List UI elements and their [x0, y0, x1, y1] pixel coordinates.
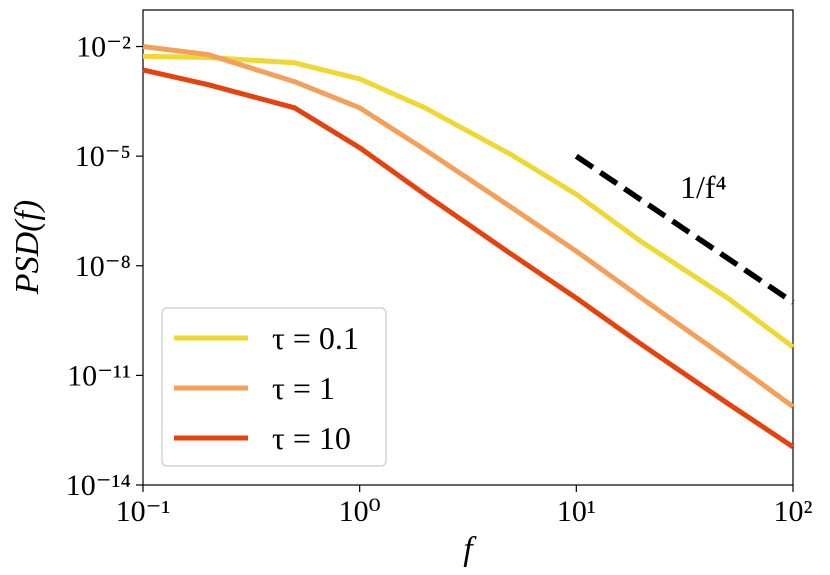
line — [142, 67, 795, 449]
x-tick-label: 10² — [774, 495, 813, 528]
legend-label: τ = 1 — [272, 370, 335, 406]
x-axis-label: f — [463, 531, 477, 568]
reference-line — [574, 153, 795, 305]
x-tick-label: 10⁻¹ — [116, 495, 171, 528]
y-tick-label: 10⁻⁵ — [75, 140, 131, 173]
legend-label: τ = 10 — [272, 420, 351, 456]
annotation: 1/f⁴ — [680, 169, 727, 205]
line — [142, 53, 795, 349]
y-tick-label: 10⁻¹¹ — [67, 359, 131, 392]
plot-frame — [142, 9, 794, 486]
line — [142, 44, 795, 409]
y-tick-label: 10⁻⁸ — [75, 250, 131, 283]
y-axis-label: PSD(f) — [9, 200, 46, 295]
y-tick-label: 10⁻² — [76, 31, 131, 64]
x-tick-label: 10⁰ — [339, 495, 381, 528]
y-tick-label: 10⁻¹⁴ — [66, 469, 131, 502]
legend-label: τ = 0.1 — [272, 320, 359, 356]
legend-box — [161, 307, 387, 467]
x-tick-label: 10¹ — [557, 495, 596, 528]
